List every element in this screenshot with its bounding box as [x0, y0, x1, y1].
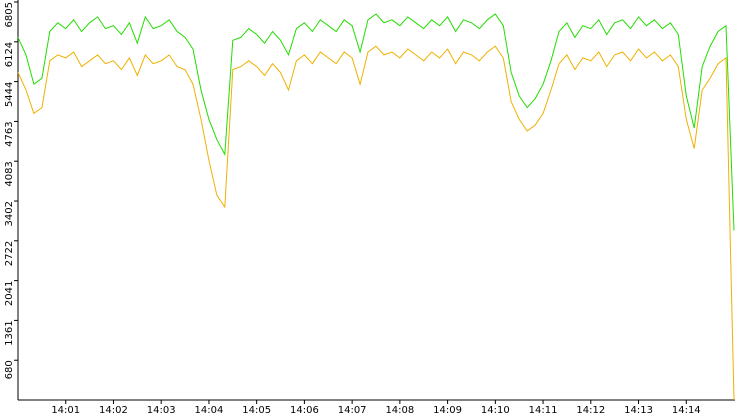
y-tick-label: 2041 — [4, 281, 15, 306]
x-tick-label: 14:03 — [147, 405, 176, 415]
y-tick-label: 680 — [4, 360, 15, 379]
x-tick-label: 14:02 — [99, 405, 128, 415]
y-tick-label: 4763 — [4, 121, 15, 146]
x-tick-label: 14:01 — [51, 405, 80, 415]
x-tick-label: 14:09 — [433, 405, 462, 415]
series-line — [17, 13, 735, 231]
x-tick-label: 14:04 — [195, 405, 224, 415]
y-tick-label: 5444 — [4, 82, 15, 107]
x-tick-label: 14:10 — [481, 405, 510, 415]
x-tick-label: 14:06 — [290, 405, 319, 415]
x-tick-label: 14:11 — [529, 405, 558, 415]
y-tick-label: 6124 — [4, 42, 15, 67]
y-tick-label: 3402 — [4, 201, 15, 226]
y-tick-label: 6805 — [4, 2, 15, 27]
y-tick-label: 4083 — [4, 161, 15, 186]
x-tick-label: 14:07 — [338, 405, 367, 415]
x-tick-label: 14:05 — [242, 405, 271, 415]
y-tick-label: 2722 — [4, 241, 15, 266]
series-line — [17, 45, 735, 401]
x-tick-label: 14:12 — [576, 405, 605, 415]
x-tick-label: 14:14 — [672, 405, 701, 415]
y-tick-label: 1361 — [4, 320, 15, 345]
x-tick-label: 14:13 — [624, 405, 653, 415]
x-tick-label: 14:08 — [385, 405, 414, 415]
